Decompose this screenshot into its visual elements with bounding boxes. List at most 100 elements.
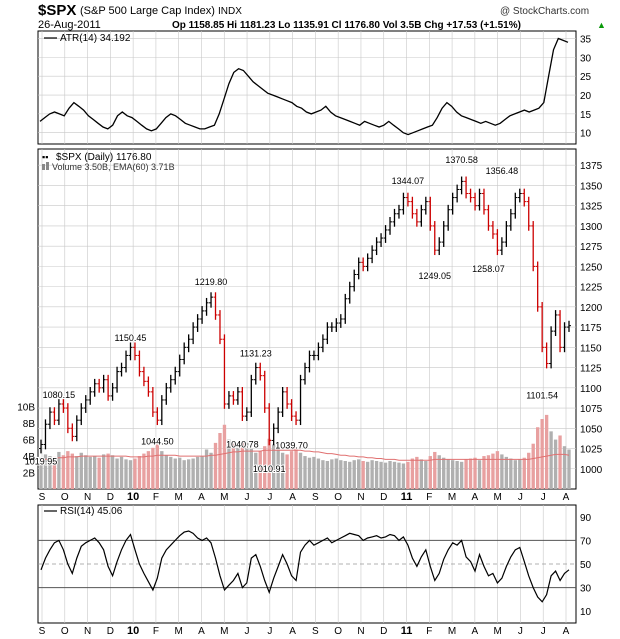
- price-tick-label: 1150: [580, 343, 602, 354]
- volume-bar: [491, 453, 495, 489]
- volume-bar: [464, 459, 468, 489]
- volume-bar: [142, 453, 146, 489]
- price-tick-label: 1200: [580, 303, 603, 314]
- month-label: N: [84, 626, 91, 637]
- volume-ema-line: [40, 449, 570, 461]
- month-label: N: [84, 492, 91, 503]
- atr-tick-label: 35: [580, 35, 592, 46]
- month-label: S: [39, 492, 46, 503]
- month-label: F: [153, 492, 159, 503]
- volume-bar: [285, 454, 289, 489]
- volume-bar: [424, 461, 428, 489]
- month-label: D: [107, 492, 114, 503]
- volume-bar: [52, 456, 57, 489]
- rsi-tick-label: 70: [580, 536, 592, 547]
- volume-bar: [119, 456, 124, 489]
- month-axis-main: S O N D 10 F M A M J J A S O N D 11 F M A M J J A: [39, 491, 570, 503]
- price-annotation: 1370.58: [445, 155, 478, 165]
- month-label: S: [312, 492, 319, 503]
- volume-bar: [97, 457, 101, 489]
- month-axis-rsi: S O N D 10 F M A M J J A S O N D 11 F M A M J J A: [39, 625, 570, 637]
- month-label: F: [426, 492, 432, 503]
- price-tick-label: 1350: [580, 181, 603, 192]
- price-annotation: 1010.91: [253, 464, 286, 474]
- volume-bar: [236, 447, 240, 489]
- price-tick-label: 1300: [580, 222, 603, 233]
- volume-bar: [160, 451, 164, 489]
- rsi-tick-label: 10: [580, 607, 592, 618]
- month-label: D: [107, 626, 114, 637]
- watermark: @ StockCharts.com: [500, 6, 589, 17]
- price-annotation: 1131.23: [240, 349, 272, 359]
- month-label: O: [334, 626, 342, 637]
- volume-bar: [70, 453, 74, 489]
- volume-tick-label: 4B: [23, 452, 36, 463]
- month-label: J: [541, 492, 546, 503]
- month-label: O: [334, 492, 342, 503]
- month-label: A: [472, 492, 479, 503]
- volume-bar: [370, 460, 374, 489]
- price-tick-label: 1025: [580, 445, 603, 456]
- price-annotation: 1249.05: [418, 271, 451, 281]
- price-annotation: 1219.80: [195, 277, 228, 287]
- rsi-y-axis: 10 30 50 70 90: [580, 513, 592, 618]
- month-label: 11: [401, 625, 413, 637]
- volume-bar: [240, 441, 245, 489]
- volume-bar: [79, 452, 83, 489]
- atr-y-axis: 10 15 20 25 30 35: [580, 35, 592, 140]
- rsi-tick-label: 50: [580, 560, 592, 571]
- volume-bar: [222, 424, 227, 489]
- price-tick-label: 1325: [580, 202, 603, 213]
- volume-bar: [88, 456, 92, 489]
- volume-bar: [419, 459, 424, 489]
- volume-bar: [450, 460, 455, 489]
- atr-grid: [38, 31, 576, 144]
- price-tick-label: 1175: [580, 323, 602, 334]
- volume-bar: [249, 448, 253, 489]
- volume-bar: [330, 459, 334, 489]
- volume-tick-label: 2B: [23, 469, 36, 480]
- volume-bar: [133, 458, 137, 489]
- chart-symbol-name: (S&P 500 Large Cap Index): [80, 5, 215, 17]
- volume-bar: [289, 451, 294, 489]
- month-label: A: [472, 626, 479, 637]
- price-legend-icon: ▪▪: [42, 152, 48, 162]
- month-label: J: [267, 492, 272, 503]
- volume-bar: [169, 456, 173, 489]
- volume-bar: [468, 458, 473, 489]
- volume-bar: [495, 451, 500, 489]
- volume-bar: [115, 458, 119, 489]
- month-label: S: [39, 626, 46, 637]
- volume-legend-swatch-2: [46, 162, 49, 170]
- volume-bar: [164, 455, 168, 489]
- month-label: A: [289, 492, 296, 503]
- price-tick-label: 1375: [580, 161, 603, 172]
- volume-bar: [307, 457, 312, 489]
- volume-bar: [93, 456, 97, 489]
- volume-bar: [280, 452, 285, 489]
- volume-bar: [155, 444, 160, 489]
- price-annotation: 1080.15: [43, 390, 76, 400]
- price-annotation: 1019.95: [25, 457, 58, 467]
- month-label: J: [245, 492, 250, 503]
- volume-bar: [388, 461, 392, 489]
- volume-bar: [527, 452, 531, 489]
- month-label: 10: [127, 625, 139, 637]
- month-label: A: [563, 626, 570, 637]
- month-label: M: [175, 626, 183, 637]
- atr-tick-label: 25: [580, 72, 592, 83]
- volume-bar: [339, 460, 343, 489]
- volume-bar: [433, 451, 437, 489]
- volume-bar: [178, 457, 182, 489]
- volume-bar: [276, 449, 280, 489]
- month-label: D: [380, 626, 387, 637]
- volume-bar: [191, 458, 195, 489]
- volume-bar: [186, 459, 191, 489]
- volume-bar: [397, 462, 401, 489]
- month-label: F: [153, 626, 159, 637]
- volume-bar: [254, 452, 258, 489]
- volume-bar: [442, 457, 446, 489]
- volume-bar: [227, 439, 231, 489]
- volume-bar: [357, 459, 361, 489]
